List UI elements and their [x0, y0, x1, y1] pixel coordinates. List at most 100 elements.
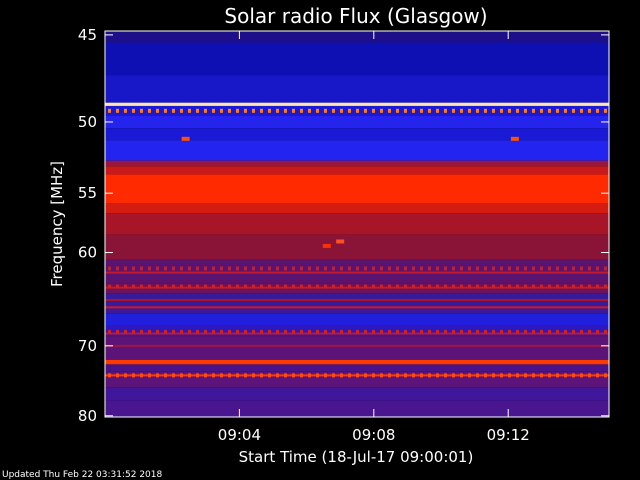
spectrum-dot: [236, 284, 239, 289]
spectrum-band: [105, 203, 609, 214]
spectrum-dot: [356, 373, 359, 378]
spectrum-line: [105, 271, 609, 274]
spectrum-dot: [276, 329, 279, 334]
spectrum-dot: [188, 108, 191, 113]
spectrum-dot: [500, 266, 503, 271]
spectrogram-dotted-rows: [108, 108, 607, 378]
spectrum-dot: [220, 329, 223, 334]
spectrum-dot: [148, 329, 151, 334]
spectrogram-bands: [105, 31, 609, 417]
spectrum-dot: [196, 108, 199, 113]
y-tick-label: 45: [78, 26, 97, 44]
spectrum-dot: [124, 373, 127, 378]
spectrum-dot: [484, 329, 487, 334]
spectrum-dot: [340, 284, 343, 289]
spectrum-dot: [340, 329, 343, 334]
spectrum-dot: [580, 329, 583, 334]
spectrum-dot: [348, 108, 351, 113]
spectrum-dot: [236, 108, 239, 113]
spectrum-band: [105, 115, 609, 129]
spectrum-dot: [444, 373, 447, 378]
spectrum-dot: [132, 329, 135, 334]
spectrum-dot: [340, 108, 343, 113]
spectrum-dot: [172, 108, 175, 113]
spectrum-dot: [564, 284, 567, 289]
spectrum-dot: [428, 373, 431, 378]
spectrum-dot: [452, 373, 455, 378]
spectrum-dot: [580, 284, 583, 289]
x-axis: 09:04 09:08 09:12: [218, 31, 530, 444]
update-timestamp: Updated Thu Feb 22 03:31:52 2018: [2, 470, 163, 480]
spectrum-dot: [380, 266, 383, 271]
spectrum-dot: [548, 266, 551, 271]
spectrum-dot: [492, 266, 495, 271]
spectrum-dot: [316, 329, 319, 334]
spectrum-dot: [260, 329, 263, 334]
spectrum-dot: [556, 373, 559, 378]
spectrum-line: [105, 344, 609, 347]
y-tick-label: 80: [78, 407, 97, 425]
spectrum-dot: [388, 329, 391, 334]
spectrum-dot: [468, 329, 471, 334]
spectrum-dot: [364, 373, 367, 378]
spectrum-dot: [428, 329, 431, 334]
spectrum-dot: [316, 373, 319, 378]
spectrum-dot: [292, 108, 295, 113]
spectrum-dot: [108, 373, 111, 378]
spectrum-dot: [260, 266, 263, 271]
spectrum-dot: [524, 373, 527, 378]
spectrum-dot: [532, 266, 535, 271]
spectrum-dot: [492, 373, 495, 378]
spectrum-dot: [148, 108, 151, 113]
spectrum-band: [105, 259, 609, 284]
spectrum-dot: [556, 266, 559, 271]
spectrum-dot: [204, 373, 207, 378]
spectrum-dot: [188, 329, 191, 334]
spectrum-dot: [452, 266, 455, 271]
spectrum-dot: [460, 266, 463, 271]
spectrum-band: [105, 31, 609, 43]
spectrum-dot: [356, 266, 359, 271]
spectrum-dot: [524, 108, 527, 113]
spectrum-dot: [540, 373, 543, 378]
spectrum-dot: [396, 329, 399, 334]
spectrum-dot: [188, 266, 191, 271]
spectrum-band: [105, 174, 609, 204]
spectrum-dot: [476, 266, 479, 271]
spectrum-dot: [236, 329, 239, 334]
spectrum-dot: [284, 329, 287, 334]
spectrum-line: [105, 306, 609, 309]
spectrum-dot: [140, 329, 143, 334]
spectrum-dot: [196, 284, 199, 289]
spectrum-dot: [468, 266, 471, 271]
spectrum-dot: [252, 266, 255, 271]
spectrum-dot: [516, 373, 519, 378]
spectrum-band: [105, 359, 609, 365]
spectrum-dot: [212, 266, 215, 271]
spectrum-dot: [596, 108, 599, 113]
spectrum-dot: [244, 284, 247, 289]
spectrum-dot: [212, 329, 215, 334]
spectrum-dot: [276, 108, 279, 113]
spectrum-dot: [516, 266, 519, 271]
spectrum-dot: [300, 329, 303, 334]
spectrum-dot: [156, 284, 159, 289]
spectrum-dot: [220, 373, 223, 378]
spectrum-dot: [404, 108, 407, 113]
spectrum-band: [105, 213, 609, 235]
spectrum-dot: [588, 266, 591, 271]
spectrum-band: [105, 102, 609, 106]
spectrum-dot: [596, 329, 599, 334]
spectrum-dot: [356, 108, 359, 113]
spectrum-dot: [396, 373, 399, 378]
spectrum-dot: [276, 266, 279, 271]
spectrum-dot: [516, 284, 519, 289]
spectrum-dot: [532, 108, 535, 113]
spectrum-dot: [580, 266, 583, 271]
spectrum-dot: [500, 284, 503, 289]
spectrum-dot: [596, 266, 599, 271]
spectrum-dot: [572, 329, 575, 334]
spectrum-dot: [556, 329, 559, 334]
spectrum-dot: [540, 108, 543, 113]
spectrum-dot: [228, 373, 231, 378]
